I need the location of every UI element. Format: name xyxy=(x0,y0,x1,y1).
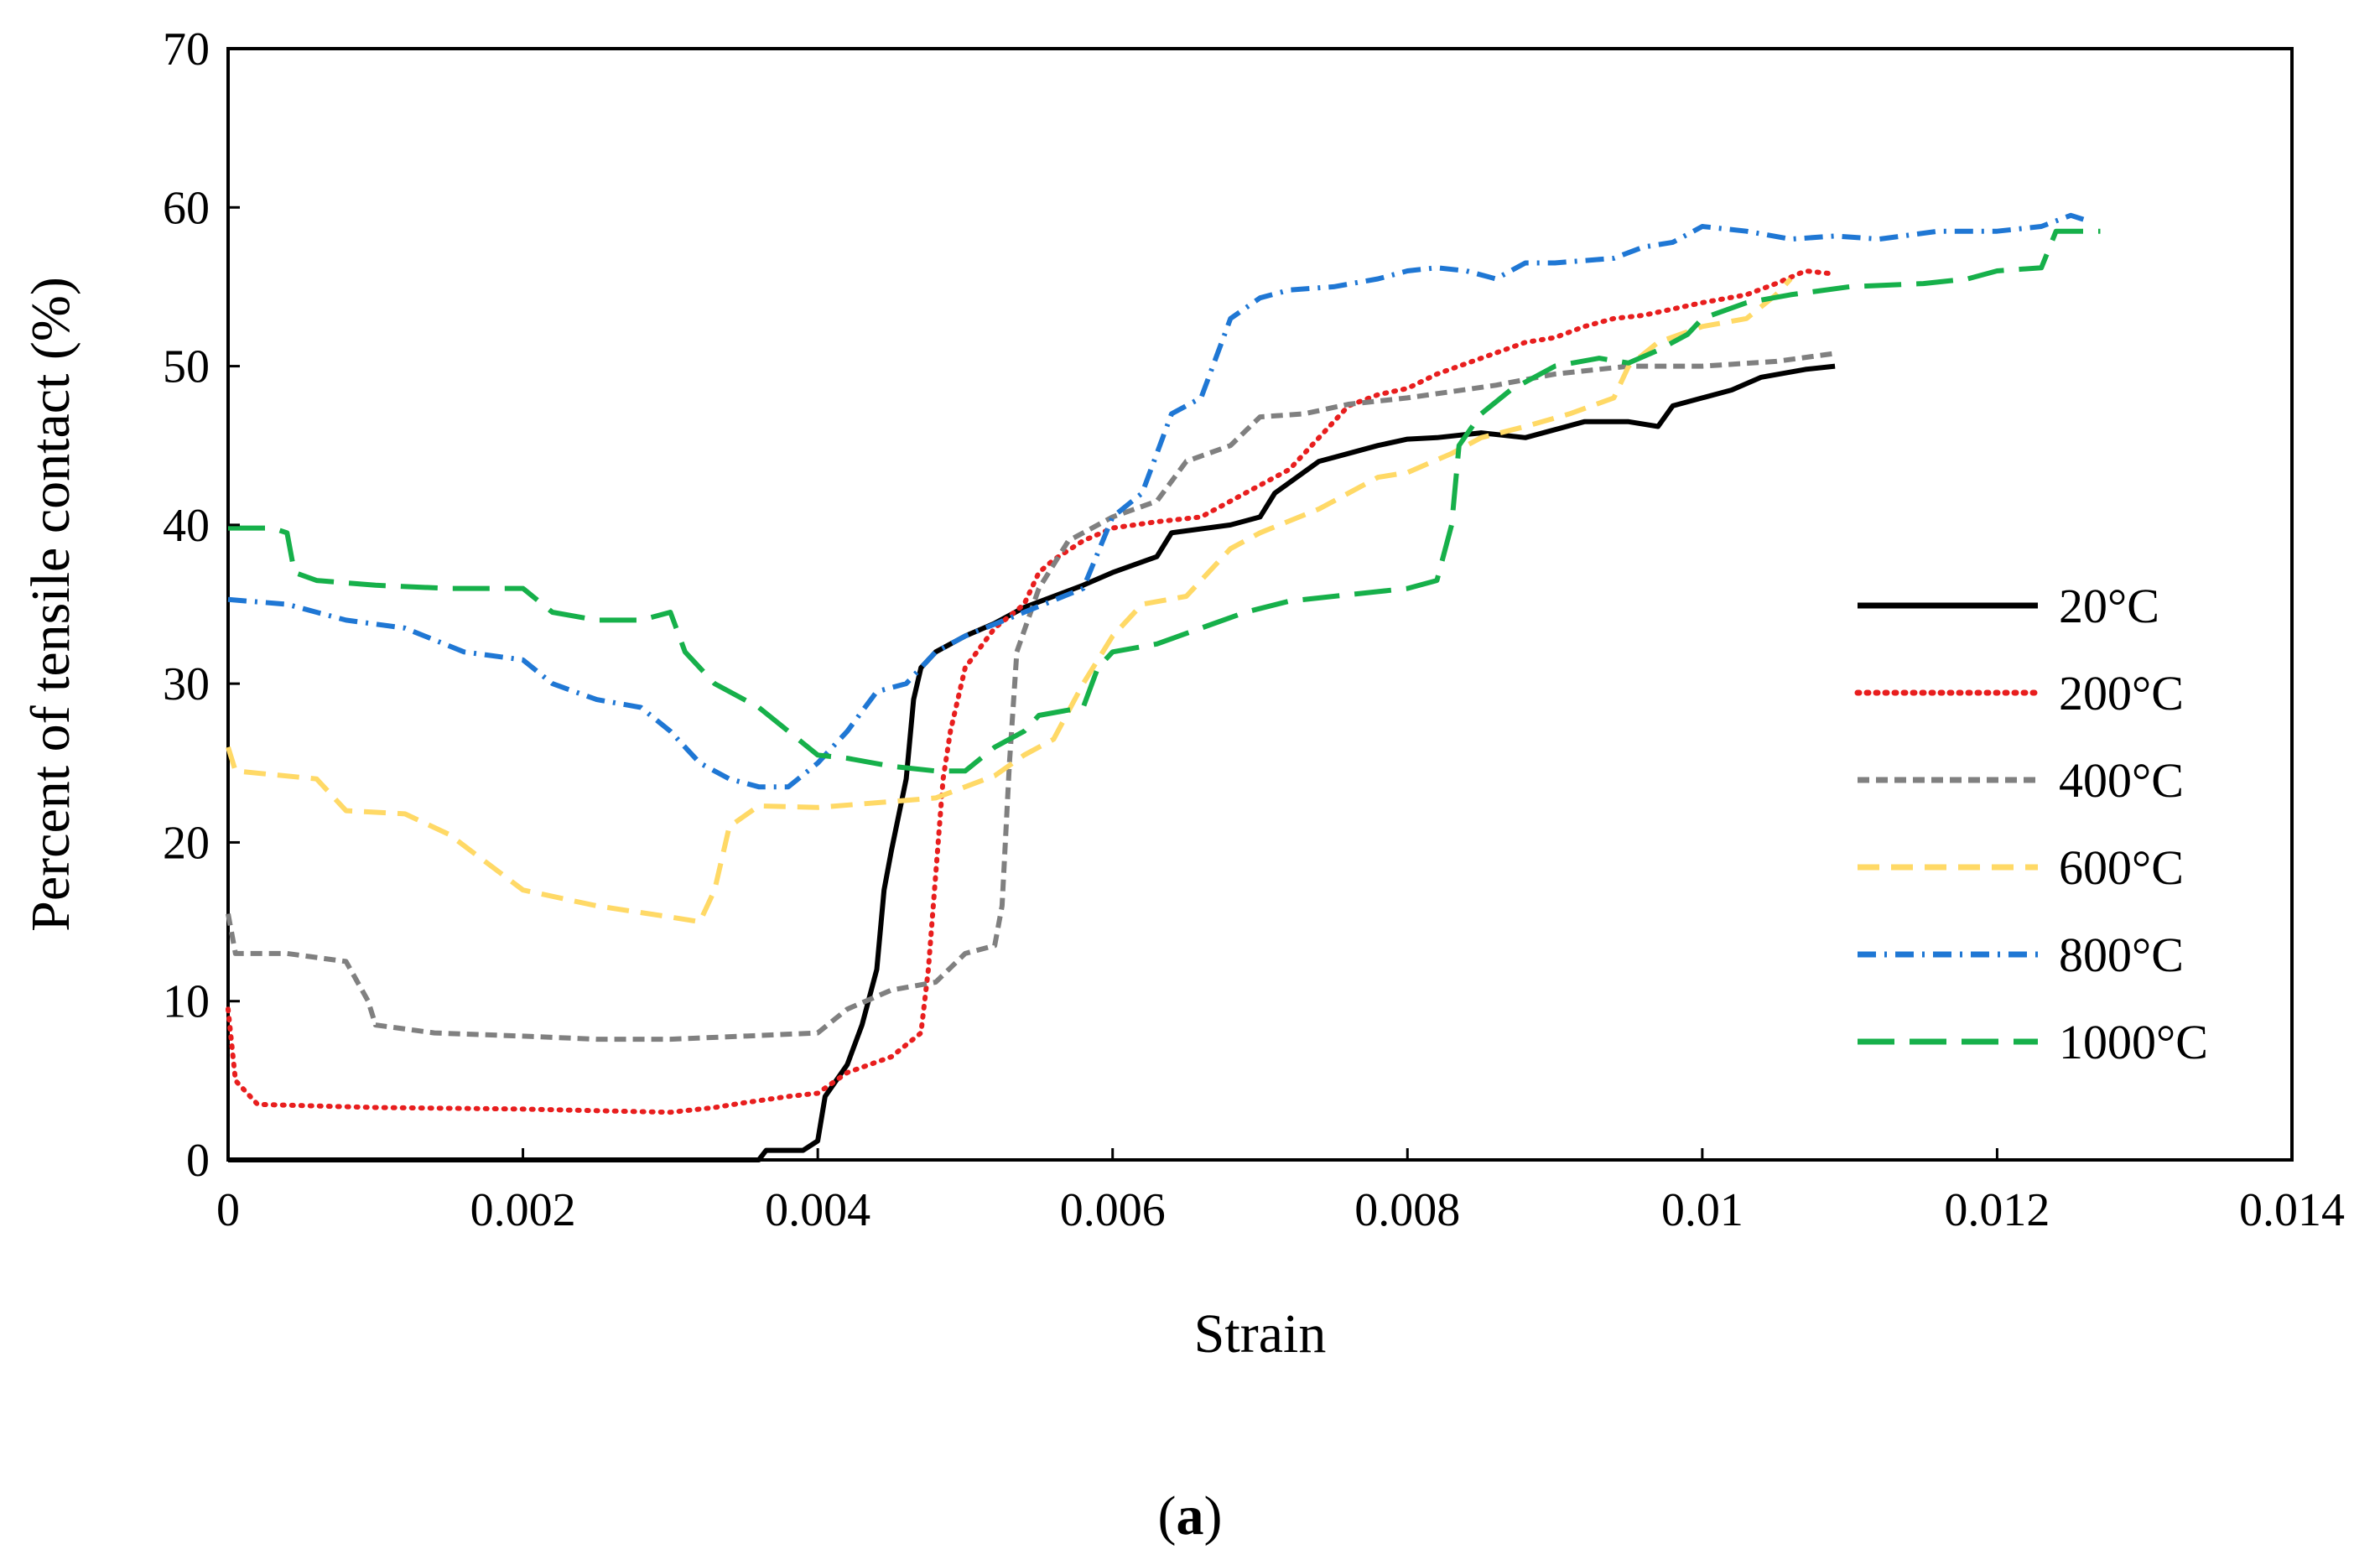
legend-label: 1000°C xyxy=(2059,1015,2208,1069)
legend-label: 200°C xyxy=(2059,666,2184,720)
series-line xyxy=(228,363,1836,1162)
y-tick-label: 20 xyxy=(163,817,210,869)
series-line xyxy=(228,228,2101,774)
legend-label: 400°C xyxy=(2059,753,2184,808)
x-tick-label: 0 xyxy=(216,1184,240,1236)
series-layer xyxy=(226,212,2101,1162)
x-tick-label: 0.014 xyxy=(2239,1184,2345,1236)
figure-caption-label: a xyxy=(1176,1485,1204,1547)
y-tick-label: 0 xyxy=(186,1135,210,1187)
y-axis-title: Percent of tensile contact (%) xyxy=(20,277,81,932)
x-axis-title: Strain xyxy=(1194,1303,1327,1365)
x-tick-label: 0.006 xyxy=(1060,1184,1166,1236)
y-tick-label: 50 xyxy=(163,341,210,393)
plot-frame xyxy=(226,47,2294,1162)
y-tick-label: 60 xyxy=(163,182,210,234)
series-line xyxy=(226,268,1838,1115)
legend-label: 600°C xyxy=(2059,840,2184,895)
legend-label: 800°C xyxy=(2059,928,2184,982)
figure-caption: (a) xyxy=(1157,1485,1223,1547)
series-line xyxy=(227,212,2086,790)
y-tick-label: 70 xyxy=(163,23,210,75)
y-tick-label: 30 xyxy=(163,658,210,710)
y-tick-label: 40 xyxy=(163,500,210,552)
x-axis: 0 0.002 0.004 0.006 0.008 0.01 0.012 0.014 xyxy=(216,1148,2345,1236)
x-tick-label: 0.012 xyxy=(1944,1184,2050,1236)
series-line xyxy=(226,351,1836,1042)
x-tick-label: 0.002 xyxy=(470,1184,576,1236)
x-tick-label: 0.008 xyxy=(1354,1184,1460,1236)
y-tick-label: 10 xyxy=(163,976,210,1028)
legend: 20°C 200°C 400°C 600°C 800°C 1000°C xyxy=(1854,579,2208,1069)
x-tick-label: 0.004 xyxy=(765,1184,870,1236)
x-tick-label: 0.01 xyxy=(1661,1184,1743,1236)
y-axis: 0 10 20 30 40 50 60 70 xyxy=(163,23,240,1187)
legend-label: 20°C xyxy=(2059,579,2159,633)
